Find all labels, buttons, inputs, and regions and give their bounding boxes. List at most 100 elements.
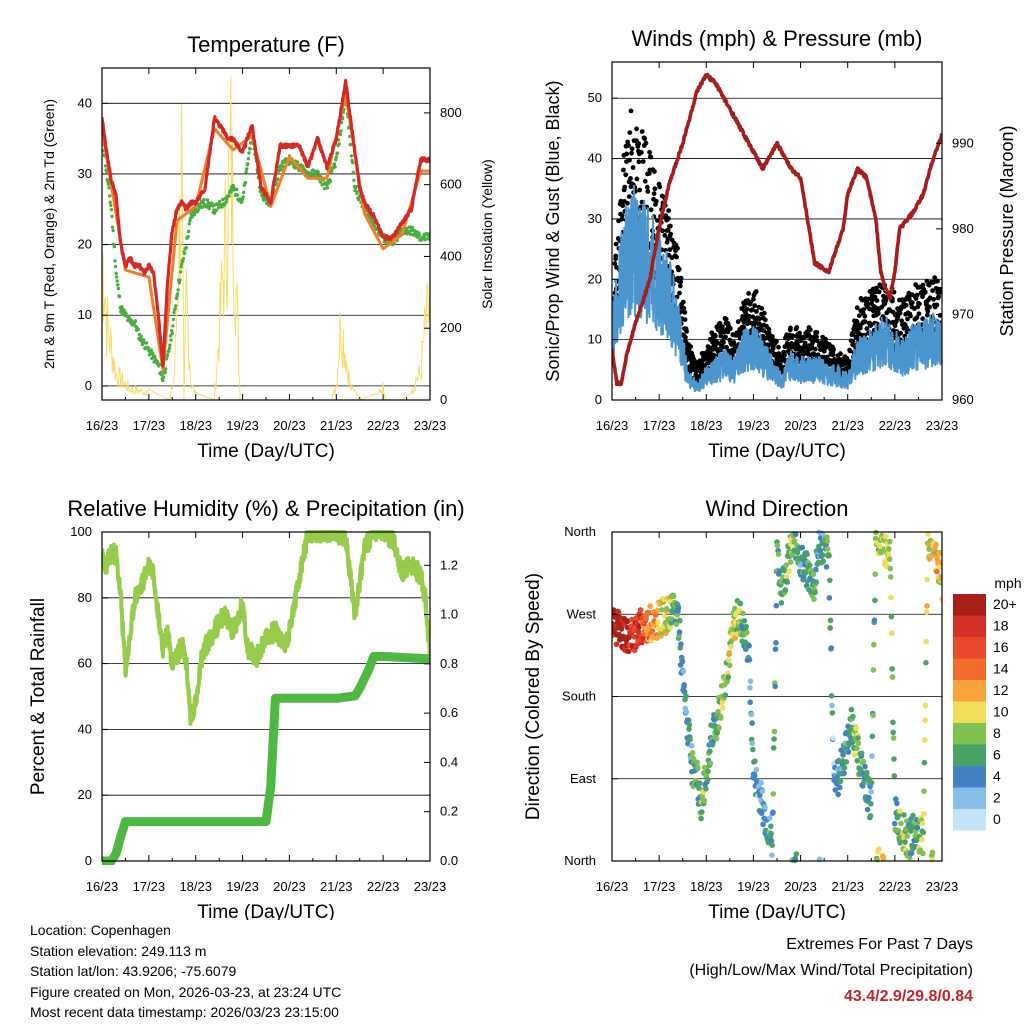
dewpoint-point	[181, 257, 186, 261]
dewpoint-point	[181, 259, 185, 264]
temperature-x-tick-label: 22/23	[367, 418, 400, 433]
gust-point	[626, 194, 632, 200]
gust-point	[875, 311, 881, 316]
humidity-y2-tick-label: 1.2	[440, 557, 458, 572]
direction-title: Wind Direction	[705, 496, 848, 521]
humidity-plot-area	[102, 530, 430, 865]
dewpoint-point	[246, 157, 251, 161]
gust-point	[899, 318, 905, 324]
humidity-x-tick-label: 22/23	[367, 879, 400, 894]
dewpoint-point	[161, 375, 166, 379]
temperature-x-tick-label: 21/23	[320, 418, 353, 433]
direction-point	[868, 779, 875, 786]
dewpoint-point	[338, 132, 343, 137]
gust-point	[652, 186, 658, 192]
gust-point	[814, 334, 819, 340]
temperature-y2-tick-label: 600	[440, 177, 462, 192]
dewpoint-point	[235, 187, 239, 192]
gust-point	[644, 184, 650, 190]
winds-ylabel: Sonic/Prop Wind & Gust (Blue, Black)	[543, 80, 563, 381]
station-location: Location: Copenhagen	[30, 922, 171, 938]
dewpoint-point	[108, 200, 112, 204]
speed-legend-label: 12	[993, 682, 1009, 698]
direction-point	[828, 645, 835, 651]
dewpoint-point	[167, 346, 172, 350]
pressure-line	[612, 72, 942, 387]
dewpoint-point	[107, 186, 111, 190]
dewpoint-point	[349, 142, 353, 147]
dewpoint-point	[144, 341, 149, 345]
gust-point	[612, 261, 618, 266]
direction-point	[685, 717, 692, 723]
direction-point	[783, 562, 789, 568]
direction-point	[937, 559, 942, 566]
gust-point	[812, 346, 818, 352]
direction-point	[938, 576, 942, 582]
direction-ylabel: Direction (Colored By Speed)	[523, 573, 544, 820]
gust-point	[905, 316, 910, 322]
gust-point	[924, 312, 930, 318]
gust-point	[914, 315, 920, 320]
humidity-x-tick-label: 23/23	[414, 879, 447, 894]
gust-point	[652, 169, 657, 174]
speed-legend-swatch	[953, 787, 986, 809]
direction-point	[772, 646, 779, 652]
wind-speed-line	[612, 184, 942, 393]
gust-point	[782, 352, 787, 358]
temperature-x-tick-label: 23/23	[414, 418, 447, 433]
gust-point	[625, 200, 630, 206]
dewpoint-point	[159, 370, 163, 374]
winds-x-tick-label: 16/23	[596, 418, 629, 433]
dewpoint-point	[170, 331, 174, 336]
gust-point	[666, 216, 671, 221]
direction-point	[836, 784, 843, 791]
direction-point	[794, 549, 801, 556]
dewpoint-point	[410, 225, 415, 230]
direction-point	[854, 745, 860, 752]
dewpoint-point	[165, 353, 170, 357]
direction-point	[854, 757, 861, 764]
gust-point	[868, 322, 874, 328]
direction-point	[741, 618, 748, 624]
gust-point	[920, 316, 926, 322]
extremes-values: 43.4/2.9/29.8/0.84	[844, 988, 973, 1005]
direction-point	[910, 812, 916, 819]
direction-point	[732, 605, 738, 612]
gust-point	[684, 329, 689, 334]
recent-timestamp: Most recent data timestamp: 2026/03/23 2…	[30, 1004, 339, 1020]
direction-point	[616, 631, 622, 638]
direction-point	[737, 600, 744, 607]
dewpoint-point	[243, 180, 248, 185]
dewpoint-point	[103, 164, 108, 168]
dewpoint-point	[192, 212, 197, 217]
direction-point	[635, 628, 642, 635]
speed-legend-label: 20+	[993, 596, 1017, 612]
gust-point	[807, 327, 813, 333]
direction-x-tick-label: 18/23	[690, 879, 723, 894]
gust-point	[920, 282, 926, 288]
dewpoint-point	[352, 178, 356, 182]
gust-point	[927, 304, 932, 310]
direction-point	[728, 643, 734, 650]
direction-point	[914, 824, 921, 831]
direction-point	[920, 811, 927, 817]
temperature-panel: Temperature (F) 16/23 17/23 18/23 19/23 20/23…	[41, 32, 495, 462]
gust-point	[613, 241, 619, 247]
dewpoint-point	[116, 283, 120, 287]
dewpoint-point	[110, 225, 115, 229]
direction-point	[686, 726, 692, 732]
direction-point	[804, 551, 810, 558]
temp-9m-line	[102, 91, 430, 371]
direction-point	[870, 667, 877, 673]
speed-legend-swatch	[953, 809, 986, 831]
direction-plot-area	[612, 529, 942, 863]
direction-point	[749, 740, 756, 747]
gust-point	[766, 326, 772, 332]
direction-point	[862, 763, 868, 770]
dewpoint-point	[200, 205, 204, 209]
dewpoint-point	[218, 199, 222, 204]
humidity-xlabel: Time (Day/UTC)	[197, 902, 335, 920]
gust-point	[681, 305, 687, 311]
direction-point	[937, 563, 942, 570]
gust-point	[677, 290, 682, 296]
